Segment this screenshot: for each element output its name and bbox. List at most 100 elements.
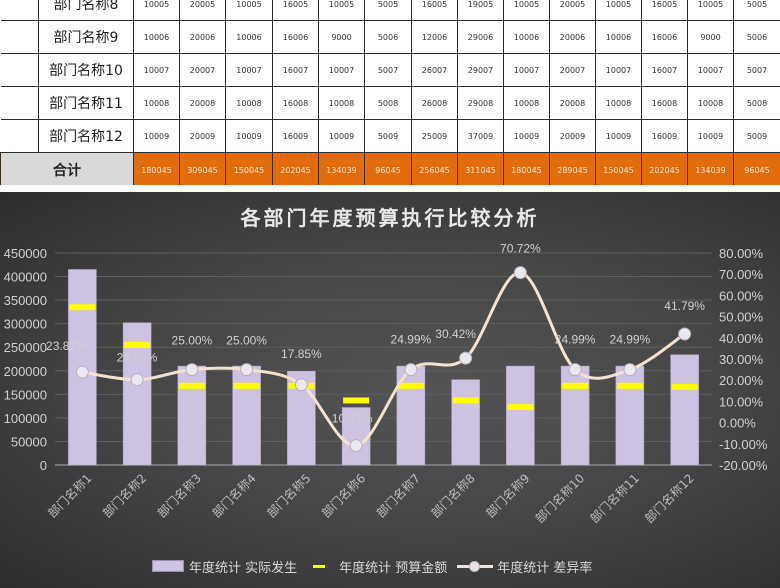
value-cell[interactable]: 16005: [411, 0, 458, 21]
value-cell[interactable]: 16009: [272, 119, 319, 153]
value-cell[interactable]: 20009: [179, 119, 226, 153]
value-cell[interactable]: 5009: [364, 119, 412, 153]
value-cell[interactable]: 16005: [272, 0, 319, 21]
total-value-cell[interactable]: 309045: [179, 152, 226, 188]
variance-point[interactable]: [75, 365, 89, 379]
total-value-cell[interactable]: 180045: [503, 152, 550, 188]
legend-item-budget[interactable]: 年度统计 预算金额: [307, 557, 447, 576]
value-cell[interactable]: 29006: [457, 20, 504, 54]
value-cell[interactable]: 20006: [179, 20, 226, 54]
value-cell[interactable]: 10007: [503, 53, 550, 87]
value-cell[interactable]: 5008: [364, 86, 412, 120]
bar-actual[interactable]: [451, 379, 480, 466]
variance-point[interactable]: [130, 373, 144, 387]
variance-point[interactable]: [513, 266, 527, 280]
variance-point[interactable]: [623, 363, 637, 377]
total-value-cell[interactable]: 150045: [225, 152, 273, 188]
budget-marker[interactable]: [397, 382, 424, 389]
total-value-cell[interactable]: 202045: [641, 152, 688, 188]
value-cell[interactable]: 16006: [272, 20, 319, 54]
legend-item-variance[interactable]: 年度统计 差异率: [457, 557, 592, 576]
bar-actual[interactable]: [232, 365, 261, 466]
bar-actual[interactable]: [560, 365, 590, 466]
variance-point[interactable]: [678, 327, 692, 341]
budget-marker[interactable]: [69, 304, 96, 311]
value-cell[interactable]: 10005: [133, 0, 180, 21]
bar-actual[interactable]: [670, 354, 699, 466]
budget-marker[interactable]: [178, 382, 205, 389]
value-cell[interactable]: 12006: [411, 20, 458, 54]
value-cell[interactable]: 9000: [687, 20, 734, 54]
value-cell[interactable]: 10006: [503, 20, 550, 54]
value-cell[interactable]: 16008: [272, 86, 319, 120]
value-cell[interactable]: 10009: [318, 119, 365, 153]
bar-actual[interactable]: [341, 407, 371, 466]
budget-marker[interactable]: [671, 383, 698, 390]
value-cell[interactable]: 5009: [733, 119, 780, 153]
total-value-cell[interactable]: 134039: [318, 152, 365, 188]
variance-point[interactable]: [404, 363, 418, 377]
value-cell[interactable]: 10007: [225, 53, 273, 87]
bar-actual[interactable]: [177, 365, 207, 466]
value-cell[interactable]: 20006: [549, 20, 596, 54]
department-name-cell[interactable]: 部门名称9: [38, 20, 134, 54]
value-cell[interactable]: 20008: [179, 86, 226, 120]
value-cell[interactable]: 10008: [595, 86, 642, 120]
value-cell[interactable]: 16008: [641, 86, 688, 120]
value-cell[interactable]: 37009: [457, 119, 504, 153]
value-cell[interactable]: 20007: [179, 53, 226, 87]
value-cell[interactable]: 10005: [503, 0, 550, 21]
value-cell[interactable]: 5007: [364, 53, 412, 87]
value-cell[interactable]: 10009: [503, 119, 550, 153]
budget-marker[interactable]: [343, 397, 370, 404]
value-cell[interactable]: 16007: [641, 53, 688, 87]
value-cell[interactable]: 10005: [225, 0, 273, 21]
total-value-cell[interactable]: 134039: [687, 152, 734, 188]
legend-item-actual[interactable]: 年度统计 实际发生: [152, 557, 297, 576]
value-cell[interactable]: 10007: [687, 53, 734, 87]
budget-marker[interactable]: [452, 397, 479, 404]
budget-marker[interactable]: [124, 341, 151, 348]
value-cell[interactable]: 5008: [733, 86, 780, 120]
value-cell[interactable]: 10009: [225, 119, 273, 153]
value-cell[interactable]: 10005: [687, 0, 734, 21]
value-cell[interactable]: 10008: [225, 86, 273, 120]
value-cell[interactable]: 29007: [457, 53, 504, 87]
budget-marker[interactable]: [233, 382, 260, 389]
total-value-cell[interactable]: 256045: [411, 152, 458, 188]
total-label-cell[interactable]: 合计: [0, 152, 134, 188]
value-cell[interactable]: 19005: [457, 0, 504, 21]
variance-point[interactable]: [185, 363, 199, 377]
budget-marker[interactable]: [616, 382, 643, 389]
value-cell[interactable]: 5005: [733, 0, 780, 21]
value-cell[interactable]: 20005: [549, 0, 596, 21]
value-cell[interactable]: 20009: [549, 119, 596, 153]
value-cell[interactable]: 10009: [687, 119, 734, 153]
department-name-cell[interactable]: 部门名称8: [38, 0, 134, 21]
value-cell[interactable]: 10009: [595, 119, 642, 153]
value-cell[interactable]: 10008: [503, 86, 550, 120]
value-cell[interactable]: 16005: [641, 0, 688, 21]
value-cell[interactable]: 10007: [318, 53, 365, 87]
value-cell[interactable]: 10005: [595, 0, 642, 21]
variance-point[interactable]: [349, 439, 363, 453]
value-cell[interactable]: 5005: [364, 0, 412, 21]
value-cell[interactable]: 16006: [641, 20, 688, 54]
value-cell[interactable]: 10005: [318, 0, 365, 21]
value-cell[interactable]: 5006: [364, 20, 412, 54]
value-cell[interactable]: 10006: [225, 20, 273, 54]
total-value-cell[interactable]: 311045: [457, 152, 504, 188]
bar-actual[interactable]: [506, 365, 535, 466]
value-cell[interactable]: 10007: [595, 53, 642, 87]
value-cell[interactable]: 29008: [457, 86, 504, 120]
budget-marker[interactable]: [562, 382, 589, 389]
value-cell[interactable]: 10008: [133, 86, 180, 120]
value-cell[interactable]: 20005: [179, 0, 226, 21]
value-cell[interactable]: 10008: [318, 86, 365, 120]
total-value-cell[interactable]: 96045: [733, 152, 780, 188]
department-name-cell[interactable]: 部门名称11: [38, 86, 134, 120]
bar-actual[interactable]: [615, 365, 645, 466]
variance-line[interactable]: [82, 271, 686, 448]
total-value-cell[interactable]: 150045: [595, 152, 642, 188]
value-cell[interactable]: 26007: [411, 53, 458, 87]
